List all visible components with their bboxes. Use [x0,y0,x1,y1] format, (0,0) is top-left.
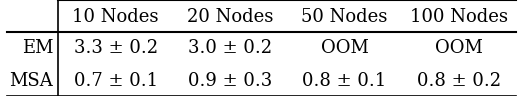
Text: 20 Nodes: 20 Nodes [187,8,274,26]
Text: 0.7 ± 0.1: 0.7 ± 0.1 [73,72,158,90]
Text: EM: EM [22,39,53,57]
Text: 10 Nodes: 10 Nodes [72,8,159,26]
Text: 0.8 ± 0.2: 0.8 ± 0.2 [417,72,501,90]
Text: MSA: MSA [9,72,53,90]
Text: 3.3 ± 0.2: 3.3 ± 0.2 [73,39,158,57]
Text: 3.0 ± 0.2: 3.0 ± 0.2 [188,39,272,57]
Text: 0.9 ± 0.3: 0.9 ± 0.3 [188,72,272,90]
Text: 0.8 ± 0.1: 0.8 ± 0.1 [303,72,387,90]
Text: OOM: OOM [435,39,483,57]
Text: 100 Nodes: 100 Nodes [410,8,508,26]
Text: OOM: OOM [321,39,369,57]
Text: 50 Nodes: 50 Nodes [302,8,388,26]
